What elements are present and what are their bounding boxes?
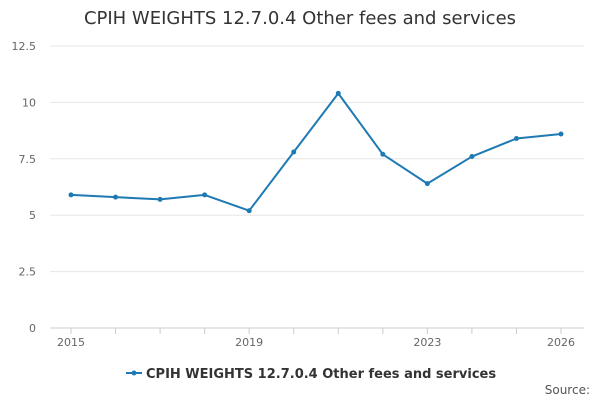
y-tick-label: 0	[29, 322, 36, 335]
y-tick-label: 5	[29, 209, 36, 222]
series-line	[70, 92, 562, 212]
x-tick-label: 2015	[57, 336, 85, 349]
data-point	[513, 135, 519, 141]
y-tick-label: 2.5	[19, 266, 37, 279]
data-point	[246, 208, 252, 214]
data-point	[291, 149, 297, 155]
x-tick-label: 2019	[235, 336, 263, 349]
y-tick-label: 12.5	[12, 40, 37, 53]
gridlines	[50, 45, 584, 273]
data-point	[424, 181, 430, 187]
data-point	[380, 151, 386, 157]
x-tick-label: 2023	[413, 336, 441, 349]
data-point	[202, 192, 208, 198]
y-tick-label: 10	[22, 96, 36, 109]
data-point	[335, 90, 341, 96]
data-point	[157, 196, 163, 202]
series-group	[68, 90, 564, 214]
y-axis-ticks: 0 2.5 5 7.5 10 12.5	[12, 40, 37, 335]
data-point	[68, 192, 74, 198]
y-tick-label: 7.5	[19, 153, 37, 166]
chart-title: CPIH WEIGHTS 12.7.0.4 Other fees and ser…	[84, 8, 516, 29]
data-point	[558, 131, 564, 137]
legend[interactable]: CPIH WEIGHTS 12.7.0.4 Other fees and ser…	[126, 367, 496, 382]
x-tick-label: 2026	[547, 336, 575, 349]
legend-marker-swatch	[131, 370, 137, 376]
x-axis: 2015 2019 2023 2026	[50, 327, 584, 349]
legend-label: CPIH WEIGHTS 12.7.0.4 Other fees and ser…	[146, 367, 496, 382]
source-label: Source:	[545, 383, 590, 397]
data-point	[469, 154, 475, 160]
data-point	[113, 194, 119, 200]
